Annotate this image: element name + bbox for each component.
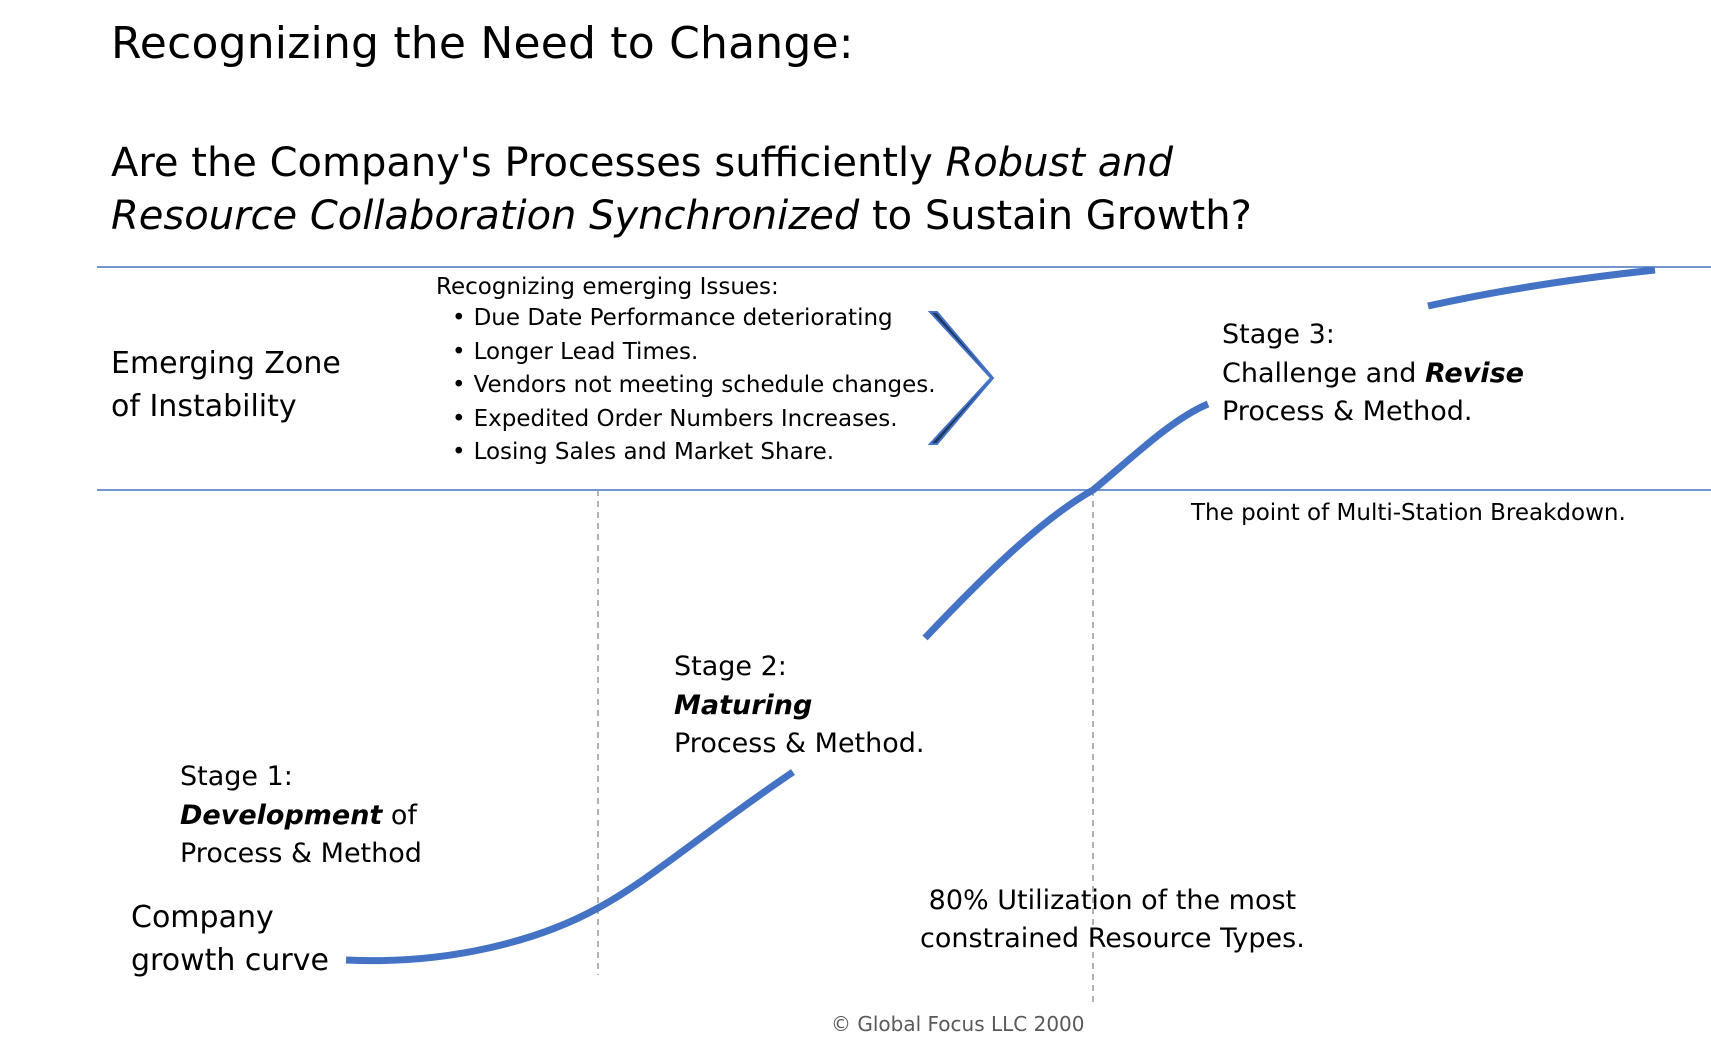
copyright-notice: © Global Focus LLC 2000 xyxy=(831,1012,1085,1036)
growth-curve-label-line-1: Company xyxy=(131,900,274,935)
stage-3-plain: Challenge and xyxy=(1222,357,1425,389)
stage-3-line-3: Process & Method. xyxy=(1222,396,1473,427)
stage-1-line-3: Process & Method xyxy=(180,838,422,869)
issues-list: Due Date Performance deteriorating Longe… xyxy=(452,305,936,473)
growth-curve-segment-3 xyxy=(1427,266,1656,310)
question-line-2: Resource Collaboration Synchronized to S… xyxy=(111,193,1252,239)
stage-2-line-3: Process & Method. xyxy=(674,728,925,759)
stage-1-emphasis: Development xyxy=(180,799,383,831)
page-title: Recognizing the Need to Change: xyxy=(111,18,854,69)
chevron-right-icon xyxy=(927,311,995,445)
question-line-1: Are the Company's Processes sufficiently… xyxy=(111,140,1173,186)
stage-2-heading: Stage 2: xyxy=(674,651,787,682)
issue-item: Vendors not meeting schedule changes. xyxy=(452,372,936,406)
question-line-2-plain: to Sustain Growth? xyxy=(859,193,1252,239)
stage-3-heading: Stage 3: xyxy=(1222,319,1335,350)
question-line-1-italic: Robust and xyxy=(945,140,1173,186)
growth-curve-segment-1 xyxy=(345,769,795,965)
zone-label-line-2: of Instability xyxy=(111,389,297,424)
utilization-note-line-1: 80% Utilization of the most xyxy=(928,885,1297,916)
question-line-1-plain: Are the Company's Processes sufficiently xyxy=(111,140,946,186)
breakdown-note: The point of Multi-Station Breakdown. xyxy=(1191,500,1626,526)
growth-curve-segment-2 xyxy=(922,400,1210,641)
growth-curve-label: Company growth curve xyxy=(131,896,329,982)
question-line-2-italic: Resource Collaboration Synchronized xyxy=(111,193,860,239)
stage-3-label: Stage 3: Challenge and Revise Process & … xyxy=(1222,316,1524,432)
stage-2-label: Stage 2: Maturing Process & Method. xyxy=(674,648,925,764)
stage-1-plain: of xyxy=(382,799,417,831)
stage-3-emphasis: Revise xyxy=(1424,357,1524,389)
stage-3-line-2: Challenge and Revise xyxy=(1222,355,1524,394)
issues-heading: Recognizing emerging Issues: xyxy=(436,274,779,300)
zone-label: Emerging Zone of Instability xyxy=(111,342,341,428)
zone-label-line-1: Emerging Zone xyxy=(111,346,341,381)
stage-1-heading: Stage 1: xyxy=(180,761,293,792)
stage-1-label: Stage 1: Development of Process & Method xyxy=(180,758,422,874)
issue-item: Due Date Performance deteriorating xyxy=(452,305,936,339)
utilization-note: 80% Utilization of the most constrained … xyxy=(920,882,1305,958)
growth-curve-label-line-2: growth curve xyxy=(131,943,329,978)
issue-item: Longer Lead Times. xyxy=(452,339,936,373)
issue-item: Expedited Order Numbers Increases. xyxy=(452,406,936,440)
stage-1-line-2: Development of xyxy=(180,797,422,836)
stage-2-emphasis: Maturing xyxy=(674,689,813,721)
utilization-note-line-2: constrained Resource Types. xyxy=(920,923,1305,954)
issue-item: Losing Sales and Market Share. xyxy=(452,439,936,473)
